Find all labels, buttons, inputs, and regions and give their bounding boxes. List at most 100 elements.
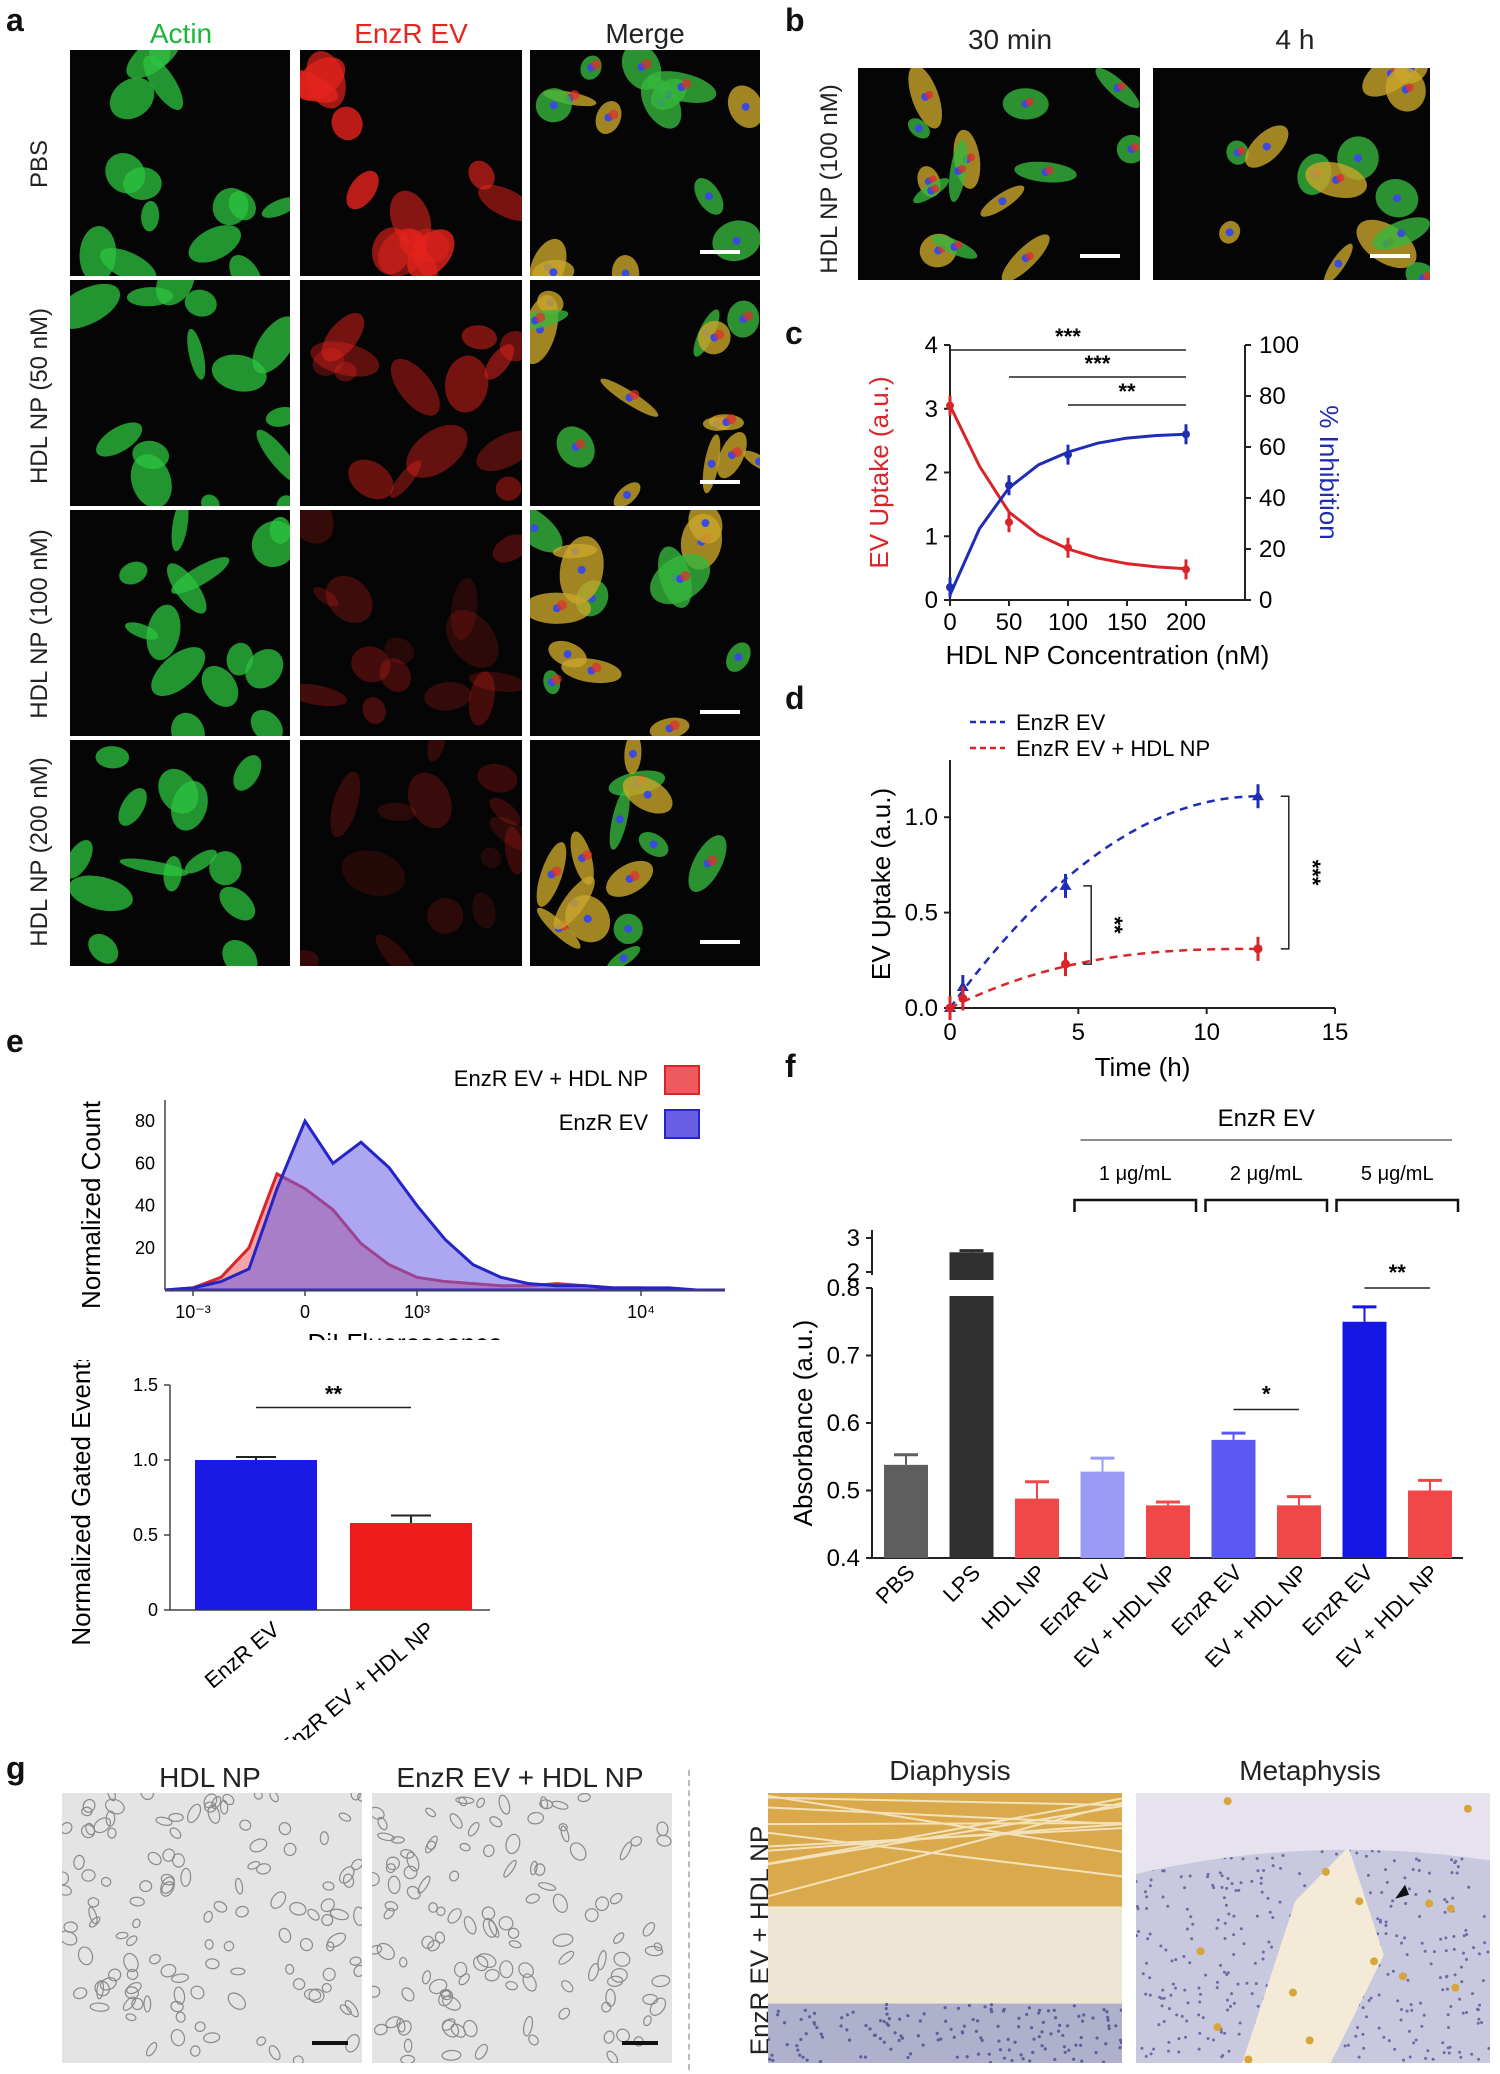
cell — [160, 1876, 175, 1897]
cell — [642, 1922, 656, 1937]
nucleus — [1262, 142, 1271, 151]
nucleus — [1206, 1875, 1210, 1879]
ev-signal — [1237, 146, 1246, 155]
nucleus — [1137, 1929, 1141, 1933]
nucleus — [1382, 2035, 1386, 2039]
cell — [498, 1916, 514, 1931]
nucleus — [976, 2019, 980, 2023]
nucleus — [1414, 1857, 1418, 1861]
nucleus — [1079, 2043, 1083, 2047]
ev-signal — [1131, 143, 1140, 152]
cell — [123, 167, 162, 200]
cell — [341, 850, 406, 896]
cell — [484, 344, 515, 380]
nucleus — [1056, 2029, 1061, 2033]
nucleus — [1222, 1896, 1226, 1900]
nucleus — [1148, 1976, 1152, 1980]
stain — [1355, 1897, 1364, 1906]
cell — [299, 1937, 314, 1952]
nucleus — [882, 2040, 886, 2044]
nucleus — [1159, 1996, 1163, 2000]
cell — [616, 2028, 630, 2043]
nucleus — [1411, 1868, 1415, 1872]
nucleus — [898, 2017, 902, 2021]
ev-signal — [1422, 272, 1430, 280]
nucleus — [1255, 1914, 1259, 1918]
nucleus — [1487, 2047, 1490, 2051]
cell — [377, 1816, 388, 1831]
nucleus — [1080, 2019, 1085, 2023]
ev-signal — [714, 329, 725, 340]
cell — [595, 1896, 610, 1912]
nucleus — [1262, 1869, 1266, 1873]
cell — [375, 934, 417, 966]
cell — [478, 184, 522, 222]
nucleus — [1185, 1927, 1189, 1931]
nucleus — [1226, 1971, 1230, 1975]
nucleus — [798, 2053, 802, 2057]
cell — [300, 683, 347, 707]
cell — [413, 247, 438, 276]
cell — [70, 839, 93, 879]
nucleus — [1250, 1992, 1254, 1996]
cell — [186, 1803, 202, 1824]
row-label-hdl-50: HDL NP (50 nM) — [26, 307, 53, 485]
cell — [194, 2021, 206, 2033]
significance-mark: *** — [1300, 860, 1325, 886]
cell — [406, 424, 468, 478]
cell — [643, 2015, 652, 2027]
nucleus — [1387, 2039, 1391, 2043]
y-axis-label-left: EV Uptake (a.u.) — [864, 376, 894, 568]
nucleus — [1206, 2036, 1210, 2040]
cell — [349, 1956, 362, 1966]
cell — [450, 2023, 466, 2038]
nucleus — [1245, 1981, 1249, 1985]
cell — [81, 1806, 93, 1817]
cell — [447, 1908, 462, 1924]
significance-mark: *** — [1055, 324, 1081, 349]
cell — [569, 1842, 587, 1861]
fiber — [768, 1823, 1122, 1852]
x-axis-label: HDL NP Concentration (nM) — [946, 640, 1270, 670]
nucleus — [1419, 2001, 1423, 2005]
x-tick-label: 10⁻³ — [175, 1302, 211, 1322]
cell — [322, 1967, 336, 1982]
x-tick-label: EnzR EV — [200, 1616, 285, 1693]
nucleus — [1279, 1866, 1283, 1870]
nucleus — [1478, 2003, 1482, 2007]
nucleus — [1389, 1904, 1393, 1908]
nucleus — [943, 2005, 947, 2010]
nucleus — [967, 2003, 971, 2008]
cell — [70, 283, 121, 330]
nucleus — [878, 2019, 883, 2023]
ev-signal — [591, 662, 602, 673]
histogram-area — [164, 1117, 725, 1292]
cell — [204, 1939, 214, 1950]
cell — [201, 665, 239, 707]
cell — [292, 1978, 306, 1991]
stain — [1213, 2023, 1222, 2032]
nucleus — [1444, 1936, 1448, 1940]
nucleus — [1239, 1927, 1243, 1931]
nucleus — [1470, 2052, 1474, 2056]
nucleus — [1477, 2017, 1481, 2021]
cell — [450, 577, 478, 641]
y-tick-label: 0.6 — [827, 1410, 860, 1437]
growth-plate — [1136, 1793, 1490, 1874]
nucleus — [1212, 1886, 1216, 1890]
cell — [96, 422, 143, 457]
nucleus — [782, 2021, 787, 2025]
nucleus — [1038, 2008, 1042, 2012]
cell — [93, 1817, 112, 1834]
ev-signal — [958, 164, 967, 173]
nucleus — [820, 2035, 825, 2039]
nucleus — [1476, 2008, 1480, 2012]
ev-signal — [629, 870, 640, 881]
nucleus — [1253, 1961, 1257, 1965]
nucleus — [1386, 1972, 1390, 1976]
nucleus — [1140, 2046, 1144, 2050]
y-axis-label: Absorbance (a.u.) — [788, 1320, 818, 1527]
cell — [118, 788, 147, 826]
nucleus — [979, 2036, 983, 2040]
